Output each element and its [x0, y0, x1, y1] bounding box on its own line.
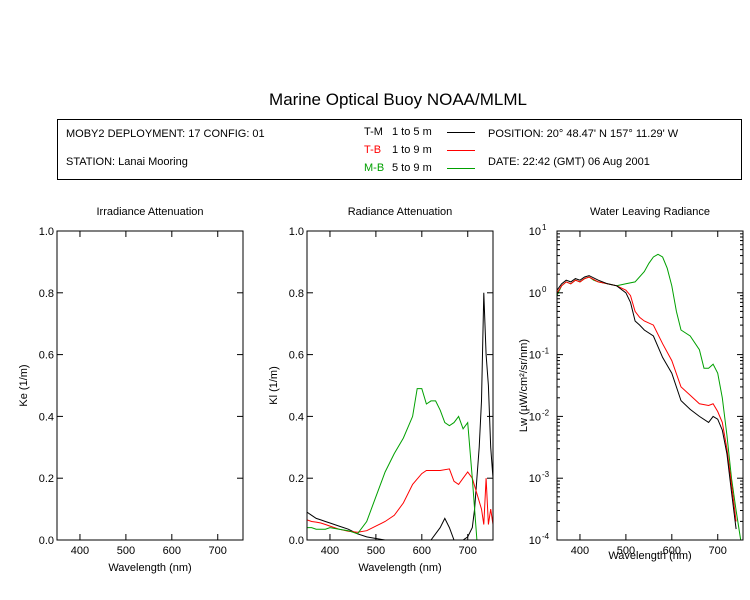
legend-code-tb: T-B — [364, 144, 382, 156]
legend-line-mb — [447, 168, 475, 169]
y-tick-label: 10 — [529, 288, 541, 300]
info-box: MOBY2 DEPLOYMENT: 17 CONFIG: 01 STATION:… — [57, 119, 742, 180]
y-axis-label: Ke (1/m) — [18, 364, 30, 406]
date-text: DATE: 22:42 (GMT) 06 Aug 2001 — [488, 156, 650, 168]
chart-panel-2: Radiance Attenuation 400 500 600 700 Waveleng… — [268, 206, 494, 574]
x-tick-label: 400 — [571, 545, 589, 557]
x-tick-label: 700 — [209, 545, 227, 557]
series-line-black — [557, 275, 737, 530]
y-tick-label: 0.0 — [39, 535, 54, 547]
chart-title: Marine Optical Buoy NOAA/MLML — [269, 90, 527, 109]
y-tick-label: 10 — [529, 226, 541, 238]
x-tick-label: 600 — [163, 545, 181, 557]
x-tick-label: 500 — [117, 545, 135, 557]
y-tick-exponent: -3 — [542, 470, 550, 479]
legend-line-tm — [447, 132, 475, 133]
y-tick-label: 0.6 — [39, 350, 54, 362]
y-tick-exponent: -4 — [542, 532, 550, 541]
series-line-red — [557, 276, 737, 522]
x-tick-label: 700 — [459, 545, 477, 557]
y-tick-label: 10 — [529, 411, 541, 423]
legend-range-tm: 1 to 5 m — [392, 126, 432, 138]
y-axis-label: Kl (1/m) — [268, 366, 280, 405]
y-tick-exponent: -2 — [542, 408, 550, 417]
x-tick-label: 500 — [617, 545, 635, 557]
y-tick-label: 10 — [529, 473, 541, 485]
y-tick-label: 10 — [529, 350, 541, 362]
y-tick-label: 0.2 — [39, 473, 54, 485]
series-line-upper — [557, 253, 742, 540]
plot-frame — [556, 230, 744, 541]
chart-panel-1: Irradiance Attenuation 400 500 600 700 Wavele… — [18, 206, 244, 574]
y-tick-label: 0.8 — [39, 288, 54, 300]
x-tick-label: 600 — [413, 545, 431, 557]
series-line-m-b — [307, 388, 493, 540]
x-tick-label: 500 — [367, 545, 385, 557]
y-tick-exponent: -1 — [542, 347, 550, 356]
y-tick-label: 0.4 — [39, 411, 54, 423]
legend-range-mb: 5 to 9 m — [392, 162, 432, 174]
panel-title: Radiance Attenuation — [348, 206, 453, 218]
y-tick-label: 1.0 — [289, 226, 304, 238]
legend-line-tb — [447, 150, 475, 151]
legend-code-mb: M-B — [364, 162, 385, 174]
panel-title: Water Leaving Radiance — [590, 206, 710, 218]
legend-code-tm: T-M — [364, 126, 383, 138]
y-tick-exponent: 0 — [542, 285, 547, 294]
y-tick-label: 0.0 — [289, 535, 304, 547]
y-tick-label: 1.0 — [39, 226, 54, 238]
y-tick-label: 0.8 — [289, 288, 304, 300]
plot-frame — [56, 230, 244, 541]
series-line-t-m — [307, 292, 493, 540]
panel-title: Irradiance Attenuation — [96, 206, 203, 218]
y-tick-exponent: 1 — [542, 223, 547, 232]
x-axis-label: Wavelength (nm) — [108, 562, 191, 574]
deployment-text: MOBY2 DEPLOYMENT: 17 CONFIG: 01 — [66, 128, 265, 140]
x-tick-label: 400 — [71, 545, 89, 557]
x-axis-label: Wavelength (nm) — [358, 562, 441, 574]
y-axis-label: Lw (µW/cm²/sr/nm) — [518, 339, 530, 432]
station-text: STATION: Lanai Mooring — [66, 156, 188, 168]
y-tick-label: 0.2 — [289, 473, 304, 485]
position-text: POSITION: 20° 48.47' N 157° 11.29' W — [488, 128, 679, 140]
x-tick-label: 700 — [709, 545, 727, 557]
y-tick-label: 0.6 — [289, 350, 304, 362]
x-tick-label: 600 — [663, 545, 681, 557]
y-tick-label: 10 — [529, 535, 541, 547]
series-line-t-b — [307, 468, 493, 533]
x-tick-label: 400 — [321, 545, 339, 557]
y-tick-label: 0.4 — [289, 411, 304, 423]
chart-panel-3: Water Leaving Radiance 400 500 600 700 Wavele… — [518, 206, 744, 562]
legend-range-tb: 1 to 9 m — [392, 144, 432, 156]
plot-frame — [306, 230, 494, 541]
x-axis-label: Wavelength (nm) — [608, 550, 691, 562]
